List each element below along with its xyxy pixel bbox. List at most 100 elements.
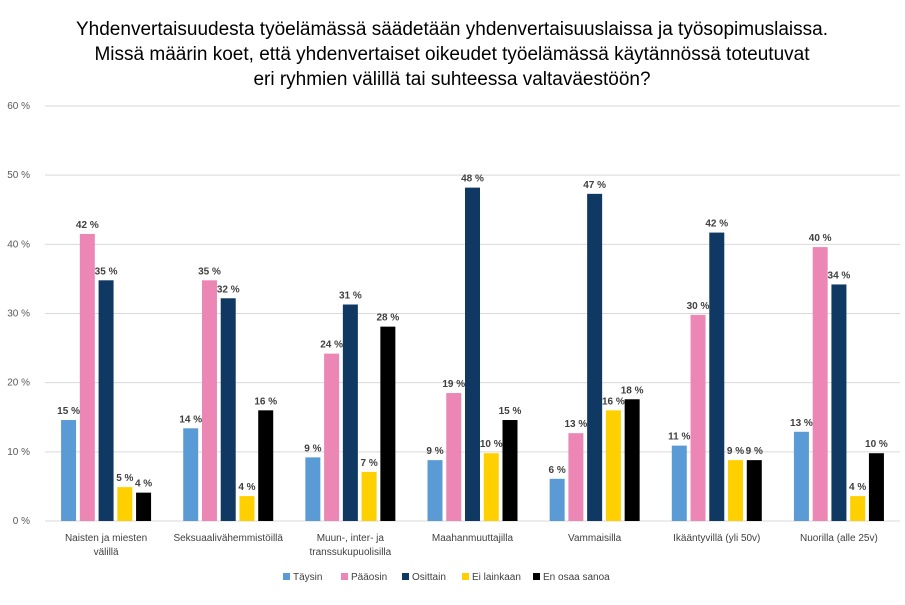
bar-täysin [61, 420, 77, 521]
data-label: 9 % [727, 446, 744, 457]
x-category-label: Muun-, inter- ja [317, 533, 385, 544]
x-axis-category-labels: Naisten ja miesten välillä Seksuaalivähemm… [65, 533, 878, 558]
legend-swatch-ei-lainkaan [462, 573, 469, 580]
data-label: 24 % [320, 340, 343, 351]
data-label: 4 % [849, 482, 866, 493]
bar-en-osaa-sanoa [746, 460, 762, 521]
bar-täysin [427, 460, 443, 521]
chart-title-line-2: Missä määrin koet, että yhdenvertaiset o… [94, 44, 810, 65]
bar-en-osaa-sanoa [624, 399, 640, 521]
data-label: 15 % [499, 406, 522, 417]
bar-osittain [465, 187, 480, 521]
bar-osittain [831, 284, 847, 521]
bar-en-osaa-sanoa [868, 453, 884, 521]
x-category-label: Nuorilla (alle 25v) [800, 533, 878, 544]
data-label: 13 % [790, 418, 813, 429]
x-category-label: transsukupuolisilla [309, 547, 391, 558]
bar-en-osaa-sanoa [258, 410, 274, 521]
data-label: 48 % [461, 174, 484, 185]
bar-pääosin [324, 353, 340, 521]
data-label: 4 % [135, 479, 152, 490]
y-tick-label: 20 % [7, 378, 30, 389]
bar-pääosin [812, 247, 828, 521]
bar-täysin [549, 478, 565, 521]
bar-ei-lainkaan [483, 453, 499, 521]
bar-en-osaa-sanoa [502, 420, 518, 521]
data-labels: 15 %42 %35 %5 %4 %14 %35 %32 %4 %16 %9 %… [57, 174, 888, 493]
x-category-label: välillä [94, 547, 119, 558]
bar-osittain [587, 193, 603, 521]
y-tick-label: 40 % [7, 239, 30, 250]
x-category-label: Maahanmuuttajilla [432, 533, 514, 544]
x-category-label: Seksuaalivähemmistöillä [173, 533, 283, 544]
data-label: 34 % [828, 270, 851, 281]
legend-label: Pääosin [351, 572, 387, 583]
legend-label: Täysin [293, 572, 322, 583]
bar-pääosin [568, 433, 584, 521]
bar-pääosin [201, 280, 217, 521]
data-label: 13 % [564, 419, 587, 430]
y-tick-label: 0 % [13, 516, 30, 527]
bar-ei-lainkaan [361, 471, 377, 521]
legend-label: En osaa sanoa [543, 572, 610, 583]
data-label: 18 % [621, 385, 644, 396]
x-category-label: Ikääntyvillä (yli 50v) [673, 533, 760, 544]
bar-pääosin [446, 393, 462, 521]
y-tick-label: 60 % [7, 101, 30, 112]
bar-täysin [305, 457, 321, 521]
data-label: 32 % [217, 284, 240, 295]
data-label: 9 % [746, 446, 763, 457]
legend-label: Osittain [412, 572, 446, 583]
bar-osittain [220, 298, 236, 521]
data-label: 4 % [238, 482, 255, 493]
bar-en-osaa-sanoa [380, 326, 396, 521]
data-label: 35 % [198, 266, 221, 277]
y-tick-label: 10 % [7, 447, 30, 458]
bar-ei-lainkaan [728, 460, 744, 521]
data-label: 15 % [57, 406, 80, 417]
data-label: 28 % [376, 313, 399, 324]
bar-en-osaa-sanoa [136, 492, 152, 521]
bar-täysin [183, 428, 199, 521]
y-axis-tick-labels: 0 % 10 % 20 % 30 % 40 % 50 % 60 % [7, 101, 30, 527]
chart-title-line-3: eri ryhmien välillä tai suhteessa valtav… [253, 69, 650, 90]
bar-pääosin [690, 314, 706, 521]
data-label: 30 % [687, 301, 710, 312]
legend-swatch-osittain [402, 573, 409, 580]
bars [61, 187, 884, 522]
legend-swatch-pääosin [341, 573, 348, 580]
chart-title-line-1: Yhdenvertaisuudesta työelämässä säädetää… [76, 19, 828, 40]
data-label: 10 % [865, 439, 888, 450]
bar-ei-lainkaan [850, 496, 866, 521]
bar-ei-lainkaan [239, 496, 255, 521]
bar-osittain [98, 280, 114, 521]
x-category-label: Naisten ja miesten [65, 533, 147, 544]
legend-label: Ei lainkaan [472, 572, 521, 583]
bar-osittain [709, 232, 725, 521]
data-label: 16 % [602, 396, 625, 407]
data-label: 14 % [179, 414, 202, 425]
data-label: 9 % [304, 443, 321, 454]
data-label: 6 % [549, 465, 566, 476]
bar-ei-lainkaan [605, 410, 621, 521]
data-label: 5 % [116, 473, 133, 484]
chart-title: Yhdenvertaisuudesta työelämässä säädetää… [76, 19, 828, 90]
data-label: 47 % [583, 180, 606, 191]
legend-swatch-en-osaa-sanoa [533, 573, 540, 580]
data-label: 35 % [95, 266, 118, 277]
bar-ei-lainkaan [117, 487, 133, 521]
x-category-label: Vammaisilla [568, 533, 622, 544]
y-tick-label: 50 % [7, 170, 30, 181]
bar-pääosin [79, 233, 95, 522]
data-label: 9 % [426, 446, 443, 457]
bar-osittain [342, 304, 358, 521]
data-label: 40 % [809, 233, 832, 244]
bar-täysin [793, 431, 809, 521]
legend: Täysin Pääosin Osittain Ei lainkaan En osaa … [283, 572, 610, 583]
legend-swatch-täysin [283, 573, 290, 580]
data-label: 16 % [254, 396, 277, 407]
data-label: 42 % [76, 220, 99, 231]
data-label: 31 % [339, 291, 362, 302]
